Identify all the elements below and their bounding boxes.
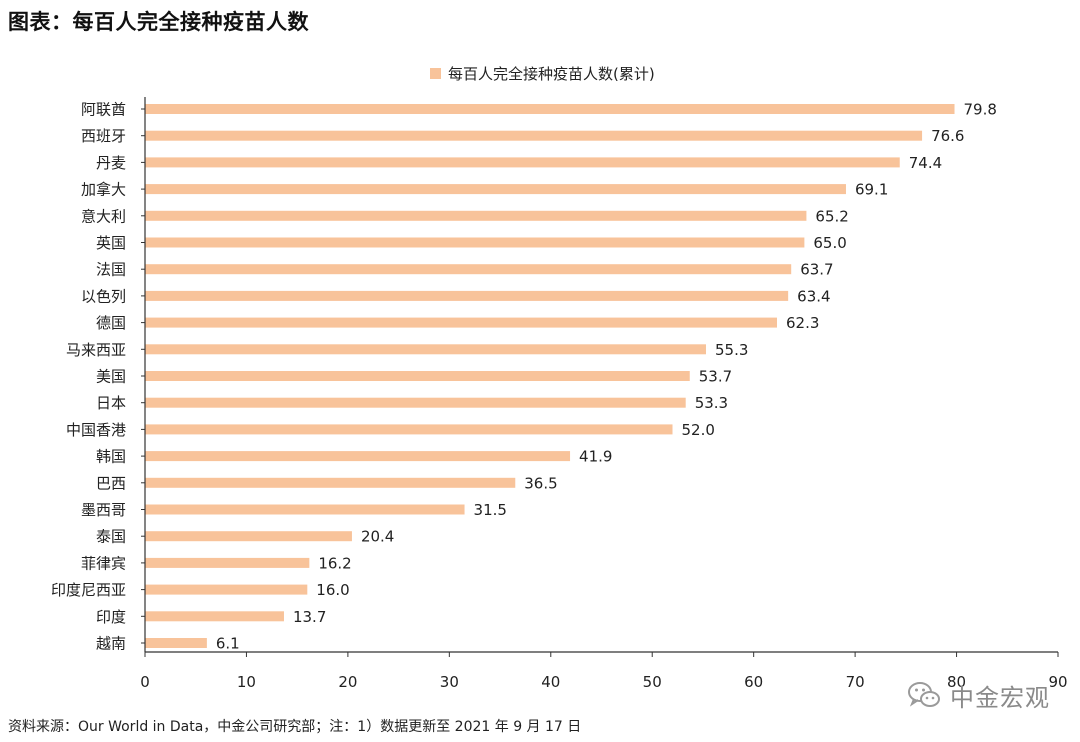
category-label: 墨西哥	[81, 501, 126, 519]
legend-label: 每百人完全接种疫苗人数(累计)	[448, 65, 655, 83]
bar-5	[145, 237, 805, 248]
bar-1	[145, 130, 923, 141]
source-note: 资料来源：Our World in Data，中金公司研究部；注：1）数据更新至…	[8, 719, 582, 735]
bar-7	[145, 290, 789, 301]
value-label: 41.9	[579, 448, 612, 466]
bar-4	[145, 210, 807, 221]
value-label: 31.5	[474, 501, 507, 519]
category-label: 西班牙	[81, 127, 126, 145]
category-label: 印度尼西亚	[51, 581, 126, 599]
category-label: 中国香港	[66, 421, 126, 439]
category-label: 以色列	[81, 287, 126, 305]
category-label: 加拿大	[81, 181, 126, 199]
x-tick-label: 70	[846, 673, 865, 691]
category-label: 英国	[96, 234, 126, 252]
category-label: 马来西亚	[66, 341, 126, 359]
bar-14	[145, 477, 516, 488]
figure-title: 图表：每百人完全接种疫苗人数	[8, 10, 309, 34]
x-tick-label: 20	[338, 673, 357, 691]
value-label: 74.4	[909, 154, 942, 172]
bar-11	[145, 397, 686, 408]
bar-6	[145, 264, 792, 275]
bar-12	[145, 424, 673, 435]
value-label: 62.3	[786, 314, 819, 332]
bar-0	[145, 104, 955, 114]
value-label: 76.6	[931, 127, 964, 145]
bar-17	[145, 557, 310, 568]
value-label: 65.2	[815, 207, 848, 225]
legend-swatch	[430, 68, 441, 79]
value-label: 63.4	[797, 287, 830, 305]
bar-15	[145, 504, 465, 515]
category-label: 韩国	[96, 448, 126, 466]
category-label: 美国	[96, 368, 126, 386]
x-tick-label: 80	[947, 673, 966, 691]
bar-8	[145, 317, 777, 328]
value-label: 53.3	[695, 394, 728, 412]
bar-9	[145, 344, 706, 355]
category-label: 泰国	[96, 528, 126, 546]
bar-3	[145, 184, 846, 195]
category-label: 巴西	[96, 474, 126, 492]
watermark-text: 中金宏观	[950, 683, 1050, 712]
x-tick-label: 60	[744, 673, 763, 691]
value-label: 20.4	[361, 528, 394, 546]
category-label: 丹麦	[96, 154, 126, 172]
wechat-icon	[908, 682, 940, 707]
x-tick-label: 30	[440, 673, 459, 691]
bar-2	[145, 157, 900, 168]
value-label: 65.0	[813, 234, 846, 252]
value-label: 55.3	[715, 341, 748, 359]
x-tick-label: 10	[237, 673, 256, 691]
value-label: 6.1	[216, 635, 240, 653]
value-label: 36.5	[524, 474, 557, 492]
watermark: 中金宏观	[906, 676, 1050, 714]
value-label: 79.8	[964, 101, 997, 119]
bar-20	[145, 638, 207, 648]
category-label: 法国	[96, 261, 126, 279]
x-tick-label: 40	[541, 673, 560, 691]
bar-10	[145, 371, 690, 381]
value-label: 53.7	[699, 368, 732, 386]
bar-16	[145, 531, 352, 542]
value-label: 63.7	[800, 261, 833, 279]
category-label: 印度	[96, 608, 126, 626]
bar-19	[145, 611, 284, 622]
category-label: 日本	[96, 394, 126, 412]
category-label: 意大利	[81, 207, 126, 225]
category-label: 菲律宾	[81, 554, 126, 572]
value-label: 16.0	[316, 581, 349, 599]
category-label: 越南	[96, 635, 126, 653]
bar-18	[145, 584, 308, 595]
bar-13	[145, 451, 571, 462]
x-tick-label: 0	[140, 673, 150, 691]
value-label: 16.2	[318, 554, 351, 572]
value-label: 52.0	[682, 421, 715, 439]
x-tick-label: 90	[1048, 673, 1067, 691]
x-tick-label: 50	[643, 673, 662, 691]
category-label: 阿联酋	[81, 101, 126, 119]
value-label: 69.1	[855, 181, 888, 199]
category-label: 德国	[96, 314, 126, 332]
value-label: 13.7	[293, 608, 326, 626]
